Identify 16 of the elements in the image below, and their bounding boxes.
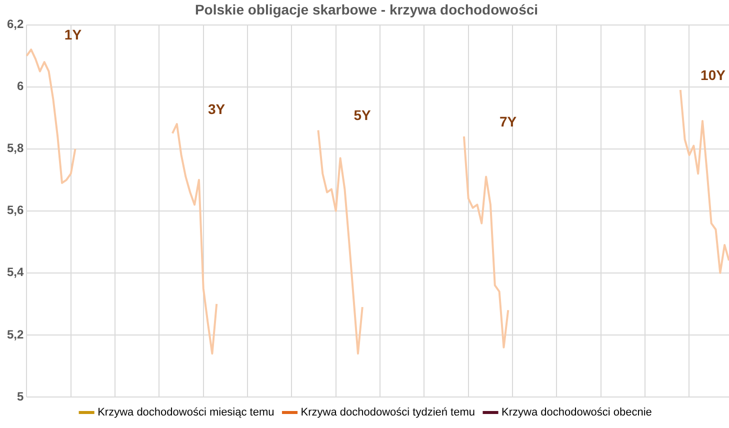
annotation: 5Y [354, 107, 372, 124]
y-tick-label: 5 [16, 389, 24, 404]
y-tick-label: 5,8 [6, 141, 24, 156]
annotation: 1Y [64, 26, 82, 42]
annotation: 10Y [700, 66, 726, 83]
annotation: 3Y [208, 100, 226, 117]
y-tick-label: 5,2 [6, 327, 24, 342]
y-tick-label: 5,4 [6, 265, 24, 280]
y-tick-label: 6,2 [6, 17, 24, 32]
legend-label: Krzywa dochodowości tydzień temu [300, 406, 476, 419]
y-tick-label: 5,6 [6, 203, 24, 218]
y-tick-label: 6 [16, 79, 24, 94]
legend-label: Krzywa dochodowości obecnie [502, 406, 652, 419]
chart-title: Polskie obligacje skarbowe - krzywa dochodowości [194, 1, 538, 18]
annotation: 7Y [499, 113, 518, 130]
legend-label: Krzywa dochodowości miesiąc temu [98, 406, 274, 419]
